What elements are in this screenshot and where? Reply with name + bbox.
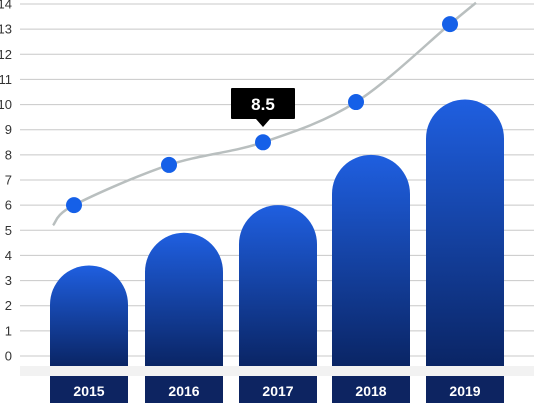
- bar: [145, 232, 223, 366]
- y-tick-label: 9: [5, 122, 12, 137]
- y-tick-label: 8: [5, 147, 12, 162]
- bars: [50, 99, 504, 367]
- category-labels: 2015 2016 2017 2018 2019: [50, 376, 504, 403]
- y-tick-label: 11: [0, 72, 12, 87]
- value-tooltip: 8.5: [231, 88, 295, 127]
- y-tick-label: 4: [5, 248, 12, 263]
- trend-marker: [348, 94, 364, 111]
- bar: [50, 265, 128, 366]
- bar: [426, 99, 504, 367]
- category-label-box: [239, 376, 317, 403]
- trend-markers: [66, 16, 458, 214]
- y-tick-label: 13: [0, 22, 12, 37]
- trend-marker: [442, 16, 458, 33]
- y-tick-label: 2: [5, 298, 12, 313]
- tooltip-value: 8.5: [251, 95, 275, 114]
- category-label-box: [145, 376, 223, 403]
- trend-marker: [255, 134, 271, 151]
- tooltip-box: [231, 88, 295, 119]
- y-tick-label: 5: [5, 223, 12, 238]
- category-label: 2016: [168, 383, 199, 399]
- category-label-box: [426, 376, 504, 403]
- tooltip-arrow: [256, 119, 270, 127]
- category-label: 2018: [355, 383, 386, 399]
- bar: [239, 205, 317, 366]
- y-tick-label: 7: [5, 173, 12, 188]
- baseline-band: [20, 366, 534, 376]
- y-tick-label: 1: [5, 323, 12, 338]
- category-label: 2019: [449, 383, 480, 399]
- y-tick-label: 6: [5, 198, 12, 213]
- category-label-box: [332, 376, 410, 403]
- category-label: 2015: [73, 383, 104, 399]
- bar: [332, 154, 410, 366]
- y-tick-label: 12: [0, 47, 12, 62]
- y-tick-label: 14: [0, 0, 12, 12]
- trend-marker: [161, 156, 177, 173]
- category-label-box: [50, 376, 128, 403]
- category-label: 2017: [262, 383, 293, 399]
- y-tick-label: 0: [5, 349, 12, 364]
- y-tick-label: 3: [5, 273, 12, 288]
- trend-marker: [66, 197, 82, 214]
- y-tick-label: 10: [0, 97, 12, 112]
